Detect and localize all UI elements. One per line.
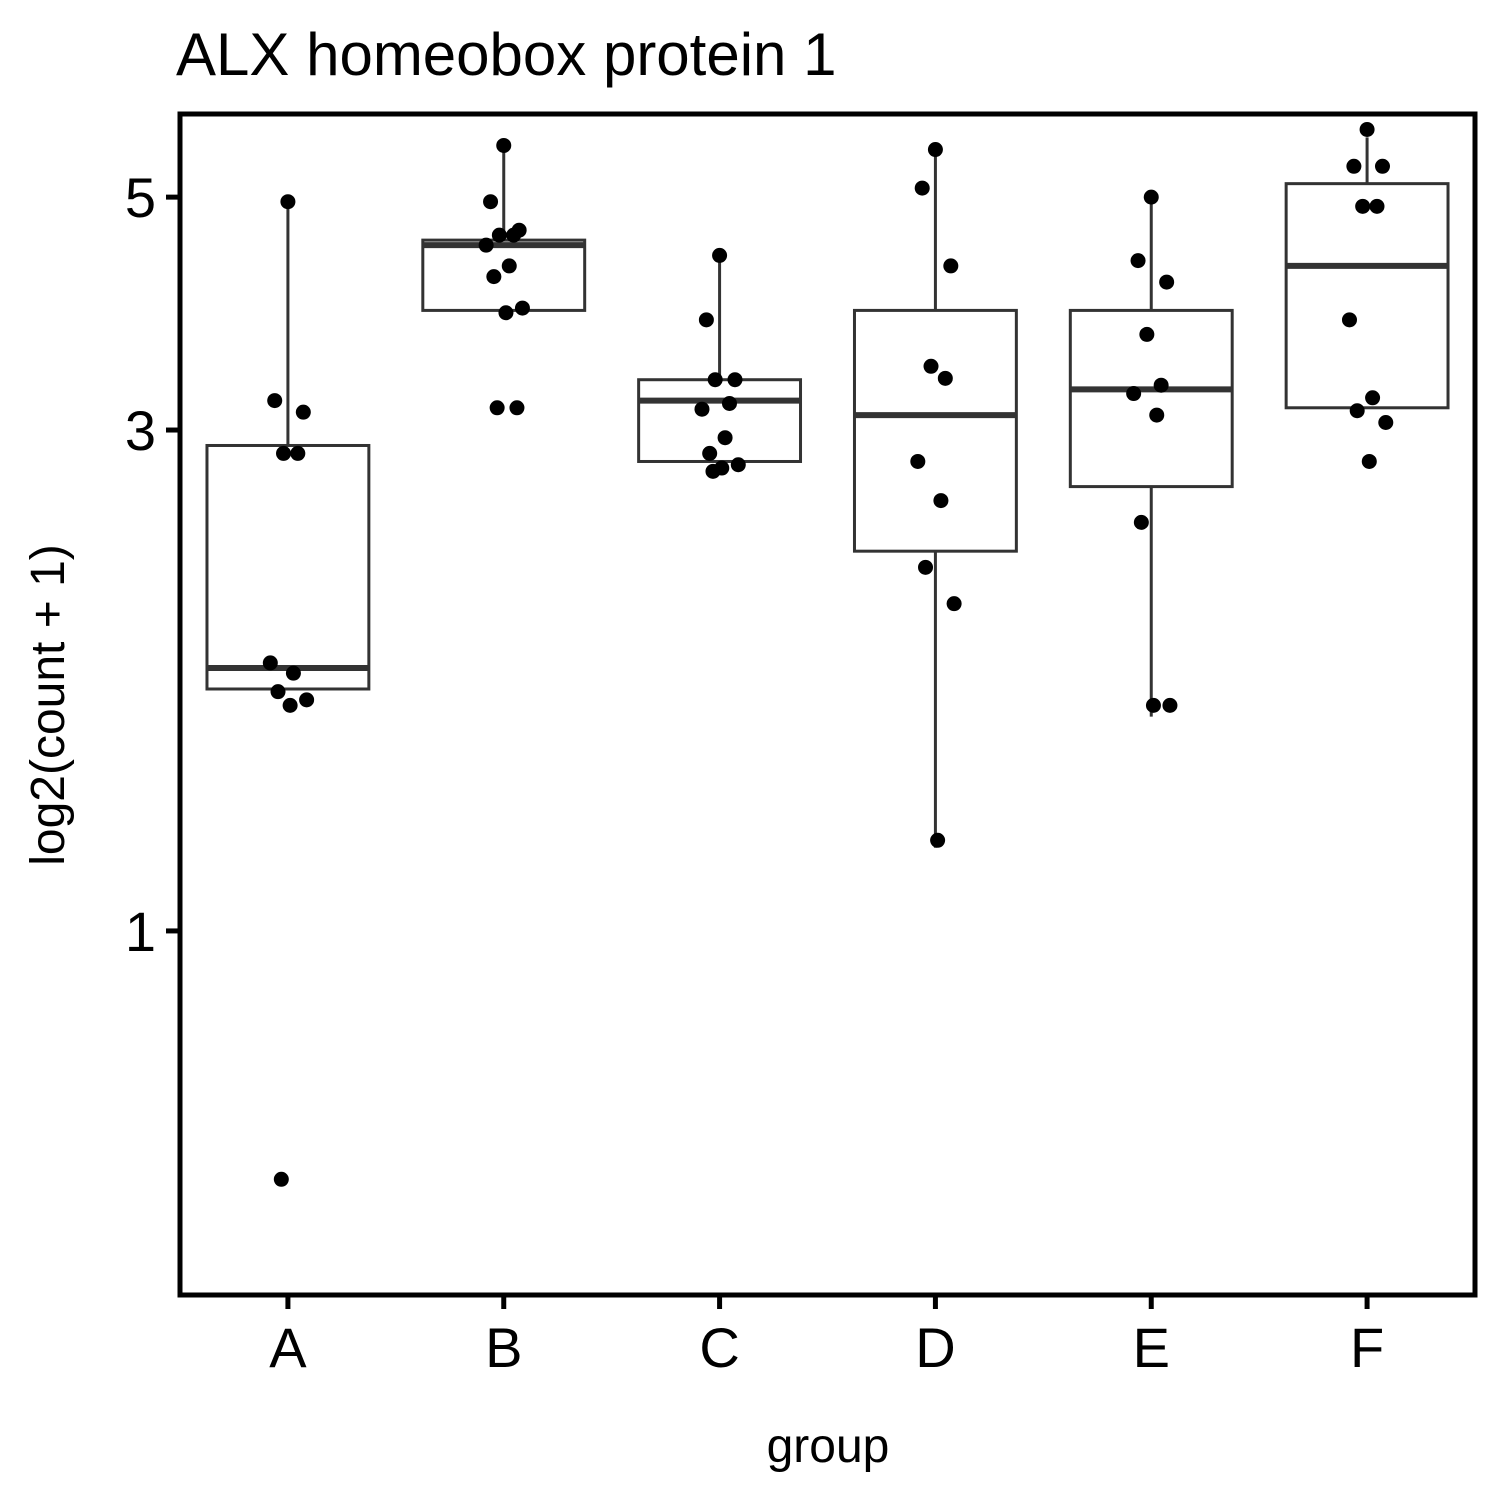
data-point-D: [933, 493, 949, 509]
data-point-F: [1374, 158, 1390, 174]
data-point-A: [299, 692, 315, 708]
data-point-B: [509, 400, 525, 416]
data-point-D: [946, 596, 962, 612]
data-point-D: [937, 370, 953, 386]
data-point-E: [1126, 386, 1142, 402]
data-point-E: [1153, 377, 1169, 393]
data-point-A: [267, 393, 283, 409]
data-point-F: [1349, 403, 1365, 419]
box-A: [205, 443, 371, 691]
data-point-B: [491, 227, 507, 243]
data-point-A: [282, 697, 298, 713]
data-point-F: [1346, 158, 1362, 174]
x-tick-label: E: [1133, 1316, 1170, 1379]
x-tick-label: D: [915, 1316, 955, 1379]
data-point-B: [483, 194, 499, 210]
data-point-A: [285, 665, 301, 681]
x-tick-label: C: [699, 1316, 739, 1379]
data-point-E: [1130, 253, 1146, 269]
data-point-D: [930, 832, 946, 848]
data-point-A: [276, 445, 292, 461]
data-point-A: [295, 404, 311, 420]
data-point-D: [927, 142, 943, 158]
data-point-B: [489, 400, 505, 416]
plot-border: [177, 111, 1478, 1298]
data-point-B: [514, 300, 530, 316]
chart-title: ALX homeobox protein 1: [176, 21, 836, 88]
data-point-E: [1149, 407, 1165, 423]
x-tick-label: F: [1350, 1316, 1384, 1379]
data-point-E: [1139, 326, 1155, 342]
data-point-B: [478, 237, 494, 253]
data-point-D: [943, 258, 959, 274]
data-point-F: [1341, 312, 1357, 328]
y-axis-title: log2(count + 1): [22, 544, 75, 866]
x-tick-label: A: [269, 1316, 307, 1379]
box-C: [637, 378, 803, 463]
data-point-C: [705, 463, 721, 479]
data-point-B: [496, 137, 512, 153]
data-point-C: [712, 247, 728, 263]
data-point-E: [1133, 514, 1149, 530]
y-tick-label: 5: [125, 166, 156, 229]
data-point-D: [910, 453, 926, 469]
data-point-D: [923, 358, 939, 374]
data-point-C: [702, 445, 718, 461]
data-point-E: [1162, 697, 1178, 713]
x-tick-label: B: [485, 1316, 522, 1379]
data-point-E: [1145, 697, 1161, 713]
box-F: [1284, 182, 1450, 410]
data-point-D: [918, 559, 934, 575]
data-point-F: [1359, 121, 1375, 137]
data-point-C: [730, 457, 746, 473]
box-B: [421, 238, 587, 312]
data-point-F: [1361, 453, 1377, 469]
data-point-A: [273, 1171, 289, 1187]
data-point-C: [698, 312, 714, 328]
data-point-C: [707, 372, 723, 388]
data-point-E: [1159, 274, 1175, 290]
data-point-C: [717, 430, 733, 446]
data-point-B: [498, 305, 514, 321]
y-tick-label: 1: [125, 900, 156, 963]
plot-area: 1 3 5 A B C D E F: [125, 111, 1478, 1379]
data-point-E: [1143, 189, 1159, 205]
data-point-F: [1369, 198, 1385, 214]
data-point-B: [501, 258, 517, 274]
box-D: [852, 308, 1018, 553]
data-point-F: [1355, 198, 1371, 214]
data-point-C: [694, 401, 710, 417]
data-point-A: [290, 445, 306, 461]
data-point-F: [1365, 390, 1381, 406]
data-point-F: [1378, 414, 1394, 430]
x-axis-title: group: [767, 1420, 890, 1473]
data-point-D: [914, 180, 930, 196]
data-point-C: [721, 395, 737, 411]
data-point-C: [727, 372, 743, 388]
data-point-B: [506, 227, 522, 243]
data-point-B: [486, 269, 502, 285]
data-point-A: [262, 655, 278, 671]
data-point-A: [280, 194, 296, 210]
y-tick-label: 3: [125, 399, 156, 462]
data-point-A: [270, 684, 286, 700]
